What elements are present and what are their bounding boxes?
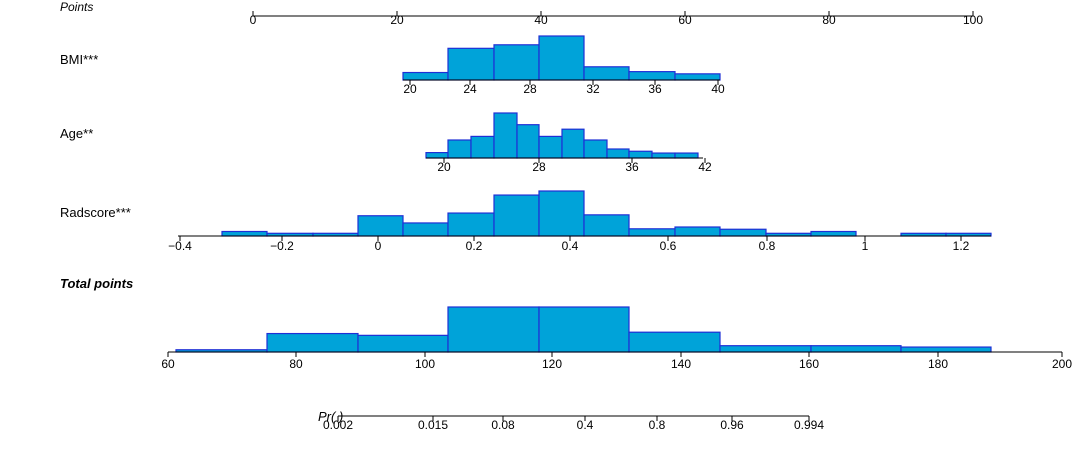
total_points-histogram-bar [900,346,992,353]
points-tick-label: 80 [822,13,836,27]
radscore-tick-label: −0.2 [270,239,294,253]
total_points-histogram-bar [538,306,630,353]
bmi-tick-label: 32 [586,82,600,96]
points-tick-label: 100 [963,13,983,27]
radscore-histogram-bar [221,230,268,237]
probability-tick-label: 0.96 [720,418,744,432]
age-histogram-bar [606,148,630,159]
points-tick-label: 20 [390,13,404,27]
bmi-label: BMI*** [60,52,98,67]
radscore-tick-label: 0.8 [759,239,776,253]
points-label: Points [60,0,93,14]
total_points-tick-label: 100 [415,357,435,371]
probability-tick-label: 0.4 [577,418,594,432]
age-histogram-bar [447,139,472,159]
total_points-tick-label: 160 [799,357,819,371]
total_points-histogram-bar [810,345,902,353]
radscore-histogram-bar [583,214,630,237]
bmi-histogram-bar [583,66,630,81]
total_points-tick-label: 200 [1052,357,1072,371]
bmi-tick-label: 20 [403,82,417,96]
age-histogram-bar [561,128,585,159]
probability-tick-label: 0.8 [649,418,666,432]
bmi-tick-label: 28 [523,82,537,96]
age-histogram-bar [470,135,495,159]
radscore-tick-label: 1 [862,239,869,253]
total_points-tick-label: 60 [161,357,175,371]
radscore-histogram-bar [810,230,857,237]
radscore-tick-label: 0.4 [562,239,579,253]
total_points-histogram-bar [447,306,540,353]
radscore-histogram-bar [674,226,721,237]
age-histogram-bar [425,152,449,159]
radscore-label: Radscore*** [60,205,131,220]
age-tick-label: 36 [625,160,639,174]
probability-tick-label: 0.994 [794,418,824,432]
age-histogram-bar [674,152,699,159]
radscore-tick-label: 0.6 [660,239,677,253]
bmi-tick-label: 40 [711,82,725,96]
radscore-histogram-bar [493,194,540,237]
age-histogram-bar [583,139,608,159]
age-histogram-bar [516,124,540,159]
probability-tick-label: 0.002 [323,418,353,432]
age-label: Age** [60,126,93,141]
probability-tick-label: 0.08 [491,418,515,432]
probability-tick-label: 0.015 [418,418,448,432]
total-points-label: Total points [60,276,133,291]
bmi-histogram-bar [674,73,721,81]
total_points-histogram-bar [266,332,359,353]
bmi-histogram-bar [447,47,495,81]
age-tick-label: 42 [698,160,712,174]
radscore-tick-label: −0.4 [168,239,192,253]
total_points-histogram-bar [357,334,449,353]
radscore-histogram-bar [357,215,404,237]
total_points-histogram-bar [628,331,721,353]
age-tick-label: 20 [437,160,451,174]
points-tick-label: 60 [678,13,692,27]
points-tick-label: 40 [534,13,548,27]
age-histogram-bar [651,152,676,159]
total_points-histogram-bar [719,345,812,353]
probability-label: Pr( ) [318,409,343,424]
radscore-histogram-bar [402,222,449,237]
age-histogram-bar [538,135,563,159]
bmi-tick-label: 36 [648,82,662,96]
radscore-histogram-bar [447,212,495,237]
radscore-histogram-bar [628,228,676,237]
radscore-histogram-bar [538,190,585,237]
radscore-tick-label: 0 [375,239,382,253]
radscore-tick-label: 1.2 [953,239,970,253]
bmi-tick-label: 24 [463,82,477,96]
bmi-histogram-bar [628,71,676,81]
total_points-tick-label: 140 [671,357,691,371]
age-tick-label: 28 [532,160,546,174]
total_points-tick-label: 80 [289,357,303,371]
total_points-tick-label: 180 [928,357,948,371]
points-tick-label: 0 [250,13,257,27]
bmi-histogram-bar [493,44,540,81]
radscore-histogram-bar [719,228,767,237]
bmi-histogram-bar [402,71,449,81]
age-histogram-bar [628,150,653,159]
bmi-histogram-bar [538,35,585,81]
total_points-tick-label: 120 [542,357,562,371]
radscore-tick-label: 0.2 [466,239,483,253]
age-histogram-bar [493,112,518,159]
